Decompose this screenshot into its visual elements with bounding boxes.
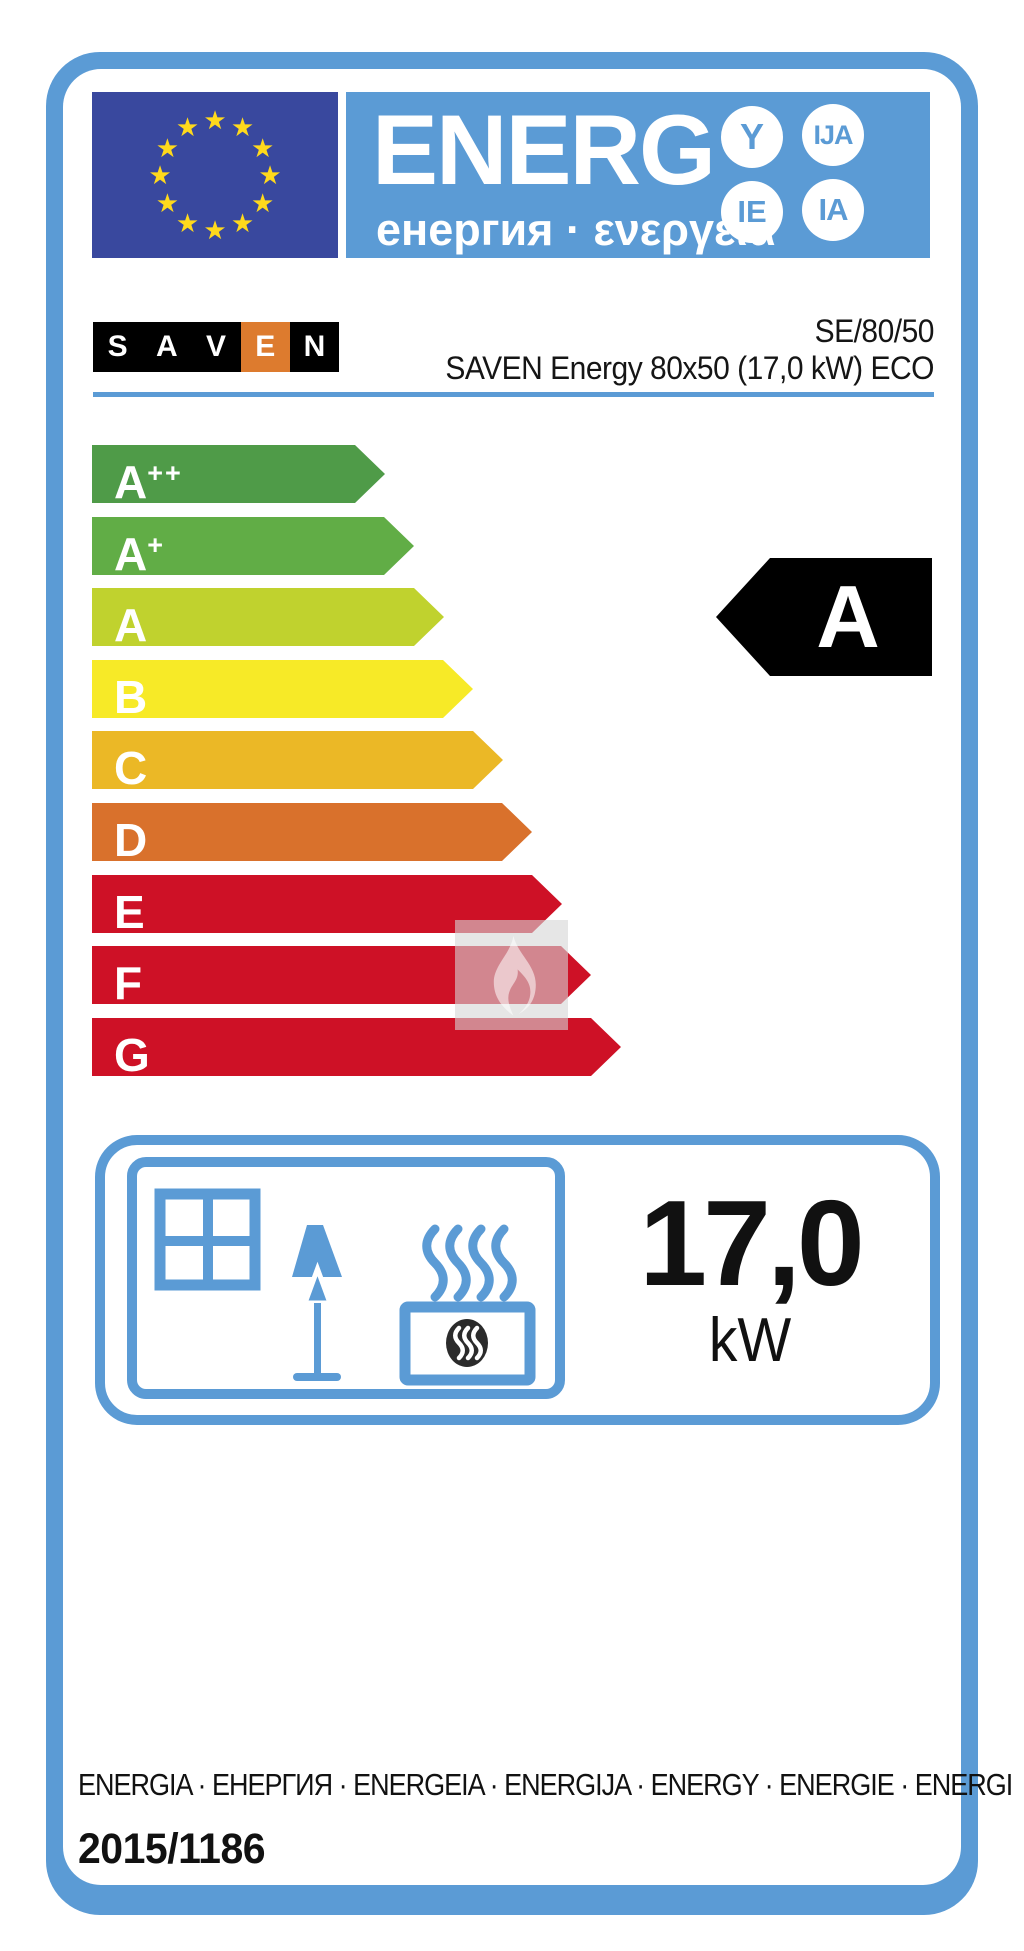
energy-class-arrow: A++ (92, 445, 385, 503)
lang-circle-y: Y (721, 106, 783, 168)
class-grade-label: A+ (114, 528, 166, 580)
logo-letter: S (93, 322, 143, 372)
energy-class-arrow: A+ (92, 517, 414, 575)
rating-arrow: A (716, 558, 932, 676)
class-grade-label: A (114, 599, 148, 651)
lang-circle-ia: IA (802, 179, 864, 241)
class-grade-label: D (114, 814, 148, 866)
class-grade-label: A++ (114, 456, 183, 508)
class-grade-label: B (114, 671, 148, 723)
class-grade-label: C (114, 742, 148, 794)
logo-letter: E (240, 322, 290, 372)
logo-letter: V (191, 322, 241, 372)
energy-class-arrow: B (92, 660, 473, 718)
energ-subtitle: енергия · ενεργεια (376, 204, 776, 255)
languages-line: ENERGIA · ЕНЕРГИЯ · ENERGEIA · ENERGIJA … (78, 1768, 1013, 1802)
energy-class-arrow: C (92, 731, 503, 789)
product-name: SAVEN Energy 80x50 (17,0 kW) ECO (445, 351, 934, 387)
brand-watermark (455, 920, 568, 1030)
icons-panel-border (127, 1157, 565, 1399)
class-grade-label: F (114, 957, 143, 1009)
lang-circle-ie: IE (721, 181, 783, 243)
model-number: SE/80/50 (814, 314, 935, 350)
class-grade-label: E (114, 886, 145, 938)
regulation-number: 2015/1186 (78, 1824, 266, 1873)
divider-line (93, 392, 934, 397)
energy-class-arrow: A (92, 588, 444, 646)
lamp-icon (292, 1225, 342, 1381)
eu-flag: ★ ★ ★ ★ ★ ★ ★ ★ ★ ★ ★ ★ (92, 92, 338, 258)
energ-header-band: ENERG енергия · ενεργεια Y IJA IE IA (346, 92, 930, 258)
lang-circle-ija: IJA (802, 104, 864, 166)
rating-letter: A (816, 567, 880, 666)
stove-icon (399, 1301, 536, 1386)
logo-letter: A (142, 322, 192, 372)
flame-icon (493, 935, 536, 1016)
heat-waves-icon (422, 1224, 517, 1302)
icons-panel (127, 1157, 565, 1399)
supplier-logo: S A V E N (93, 322, 340, 372)
window-icon (154, 1188, 261, 1291)
class-grade-label: G (114, 1029, 150, 1081)
energy-class-arrow: D (92, 803, 532, 861)
logo-letter: N (289, 322, 340, 372)
energ-wordmark: ENERG (372, 94, 716, 205)
power-unit: kW (708, 1306, 792, 1375)
power-value: 17,0 (639, 1175, 864, 1311)
